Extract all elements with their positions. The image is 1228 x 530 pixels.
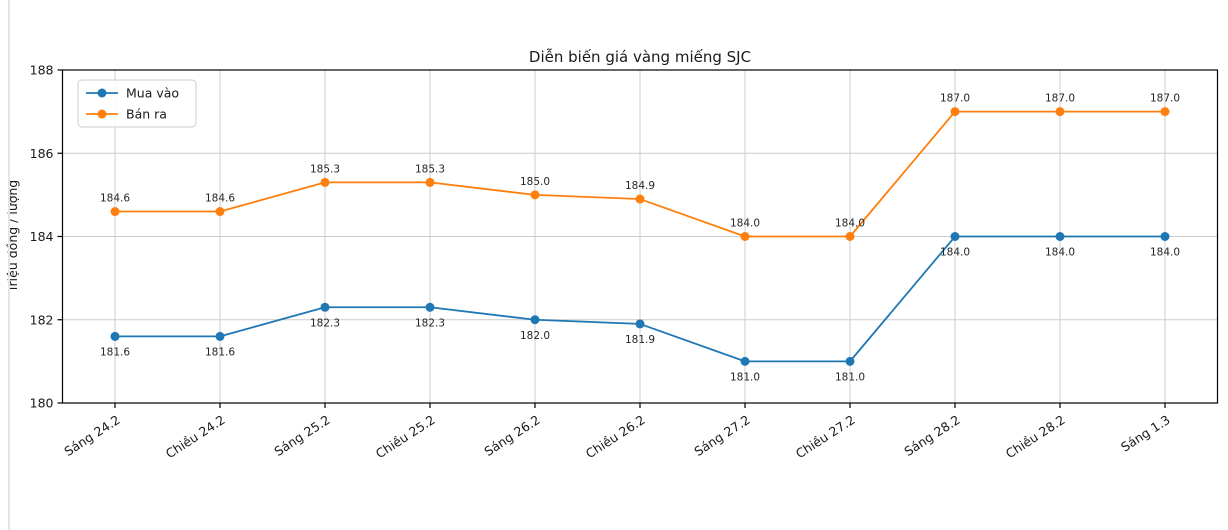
x-tick-label: Sáng 26.2 [481,412,542,459]
data-point-marker [845,356,855,366]
data-point-marker [110,331,120,341]
data-point-marker [1055,232,1065,241]
data-point-marker [950,232,960,241]
value-label: 184.0 [1150,247,1180,259]
value-label: 184.0 [835,218,865,230]
legend: Mua vào Bán ra [77,79,197,128]
data-point-marker [1160,232,1170,241]
x-tick-label: Chiều 28.2 [1003,412,1068,461]
value-label: 182.3 [310,317,340,329]
y-tick-label: 182 [30,312,54,327]
value-label: 187.0 [1045,93,1075,105]
data-series: 181.6 181.6 182.3 182.3 182.0 181.9 181.0 181.0… [100,93,1180,384]
x-tick-label: Sáng 27.2 [691,412,752,459]
value-label: 182.3 [415,317,445,329]
value-label: 185.3 [415,163,445,175]
x-tick-label: Chiều 24.2 [163,412,228,461]
data-point-marker [215,331,225,341]
legend-marker-sample [97,88,107,98]
value-label: 184.0 [730,218,760,230]
data-point-marker [740,232,750,241]
y-tick-label: 184 [30,229,54,244]
data-point-marker [1055,107,1065,117]
legend-label: Mua vào [126,86,179,101]
value-label: 181.6 [100,346,130,358]
value-label: 187.0 [1150,93,1180,105]
data-point-marker [530,315,540,325]
x-tick-label: Sáng 24.2 [61,412,122,459]
legend-box [77,79,197,128]
x-tick-label: Sáng 28.2 [901,412,962,459]
value-label: 184.6 [205,193,235,205]
value-label: 182.0 [520,330,550,342]
x-tick-label: Sáng 1.3 [1118,412,1173,455]
page-edge-divider [8,0,10,530]
data-point-marker [320,302,330,312]
data-point-marker [635,319,645,329]
data-point-marker [425,302,435,312]
x-tick-label: Chiều 25.2 [373,412,438,461]
data-point-marker [845,232,855,241]
value-label: 184.6 [100,193,130,205]
y-tick-label: 180 [30,396,54,411]
data-point-marker [110,207,120,217]
value-label: 184.0 [940,247,970,259]
x-tick-label: Chiều 26.2 [583,412,648,461]
data-point-marker [950,107,960,117]
x-tick-label: Chiều 27.2 [793,412,858,461]
data-point-marker [1160,107,1170,117]
data-point-marker [635,194,645,204]
value-label: 185.0 [520,176,550,188]
value-label: 184.0 [1045,247,1075,259]
data-point-marker [740,356,750,366]
value-label: 181.0 [730,371,760,383]
value-label: 181.9 [625,334,655,346]
data-point-marker [320,177,330,187]
value-label: 185.3 [310,163,340,175]
y-tick-label: 186 [30,146,54,161]
legend-marker-sample [97,109,107,119]
data-point-marker [215,207,225,217]
data-point-marker [530,190,540,200]
value-label: 184.9 [625,180,655,192]
value-label: 181.6 [205,346,235,358]
y-tick-label: 188 [30,63,54,78]
axes: 180 182 184 186 188 Sáng 24.2 Chiều 24.2 Sáng 2… [30,63,1219,461]
value-label: 187.0 [940,93,970,105]
chart-title: Diễn biến giá vàng miếng SJC [529,48,751,66]
legend-label: Bán ra [126,107,167,122]
data-point-marker [425,177,435,187]
value-label: 181.0 [835,371,865,383]
x-tick-label: Sáng 25.2 [271,412,332,459]
